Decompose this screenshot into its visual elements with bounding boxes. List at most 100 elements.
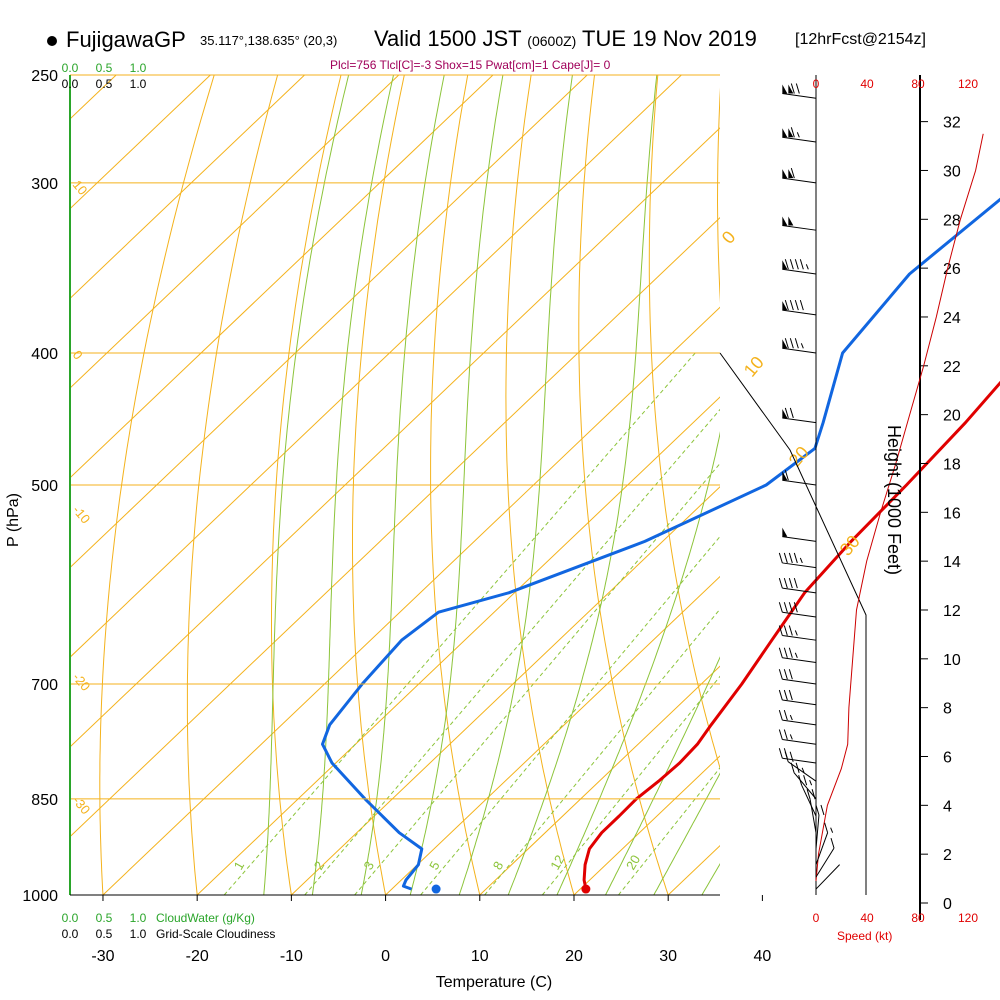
cloudwater-tick-label: 1.0 [130,61,147,75]
wind-barb-staff [782,678,817,685]
wind-barb-staff [815,814,820,849]
cloudiness-tick-label: 1.0 [130,77,147,91]
mixing-ratio-label: 12 [547,852,567,872]
wind-barb [782,527,817,542]
wind-barb-half-feather [830,827,834,833]
height-tick-label: 0 [943,896,952,913]
speed-tick-label: 120 [958,77,978,91]
wind-barb-half-feather [800,343,804,349]
wind-barb-feather [799,259,804,270]
speed-tick-label: 40 [860,911,874,925]
wind-barb-feather [789,259,794,270]
wind-barb-flag [782,84,788,94]
wind-barb-half-feather [794,652,798,658]
wind-barb [778,669,817,685]
wind-barb-feather [778,709,783,721]
mixing-ratio-line [223,352,696,895]
wind-barb-feather [783,625,788,636]
wind-barb-staff [793,772,817,800]
pressure-tick-label: 1000 [22,888,58,905]
wind-barb [778,689,817,706]
height-tick-label: 24 [943,310,961,327]
wind-barb [778,625,817,641]
wind-barb-flag [782,128,788,138]
mixing-ratio-line [484,608,720,895]
wind-barb-staff [782,177,817,184]
wind-barb-flag [788,216,794,226]
wind-barb [778,709,817,726]
isotherm [70,75,494,479]
temperature-tick-label: 10 [471,948,489,965]
dry-adiabat [716,87,720,304]
wind-barb [778,602,817,618]
sounding-curves [321,197,1000,894]
cloudwater-tick-label: 1.0 [130,911,147,925]
pressure-tick-label: 850 [31,792,58,809]
wind-barb-feather [778,729,783,740]
wind-barb-staff [782,757,817,764]
dry-adiabat [99,75,215,895]
wind-barb-feather [789,338,794,349]
wind-barb-feather [783,689,788,701]
wind-barb-feather [788,689,793,701]
height-tick-label: 26 [943,261,961,278]
wind-barb-feather [784,299,789,311]
isotherm-label: 10 [70,177,91,198]
wind-barb-staff [782,92,817,99]
wind-barb-half-feather [794,630,798,636]
dry-adiabat [648,75,720,770]
speed-tick-label: 80 [911,77,925,91]
wind-barb-feather [784,407,789,419]
height-tick-label: 22 [943,359,961,376]
height-tick-label: 8 [943,701,952,718]
wind-barb-feather [806,789,811,800]
wind-barb-staff [815,832,829,865]
wind-barb-flag [782,408,788,418]
wind-barb-staff [782,739,817,745]
wind-barb-feather [793,552,798,564]
wind-barb-staff [782,634,817,641]
height-tick-label: 12 [943,603,961,620]
wind-barb-flag [788,169,794,179]
dry-adiabat [430,75,481,895]
wind-barb-feather [778,577,783,589]
wind-barb [782,407,817,424]
wind-barb [790,762,817,800]
wind-speed-profile [815,133,984,882]
wind-barb-staff [815,864,840,890]
wind-barb-feather [830,838,835,849]
cloudiness-tick-label: 0.0 [62,927,79,941]
wind-barb [782,299,817,316]
height-tick-label: 10 [943,652,961,669]
hodograph-envelope [719,352,867,895]
isotherm-label: -20 [70,670,94,694]
dry-adiabat [848,51,1000,924]
wind-barb-feather [794,259,799,270]
cloudwater-tick-label: 0.5 [96,61,113,75]
speed-tick-label: 80 [911,911,925,925]
wind-barb-flag [782,301,788,311]
mixing-ratio-line [420,535,720,895]
wind-barb-feather [778,669,783,680]
wind-barb [782,83,817,99]
isotherm [70,75,305,300]
theta-label: 10 [740,352,768,380]
wind-barb [782,167,817,184]
isotherm [385,575,720,895]
height-tick-label: 6 [943,749,952,766]
wind-barb [806,789,817,833]
isotherm-label: 0 [70,347,86,362]
wind-barb-flag [782,260,788,270]
mixing-ratio-label: 2 [311,859,328,873]
temperature-tick-label: 40 [753,948,771,965]
wind-barb-feather [783,577,788,589]
cloudwater-tick-label: 0.0 [62,911,79,925]
pressure-tick-label: 700 [31,677,58,694]
wind-barb [782,127,817,143]
grid-lines [70,51,1000,924]
wind-barb-half-feather [809,780,813,786]
wind-barb-flag [788,84,794,94]
wind-barb-feather [788,552,793,564]
wind-barb-feather [788,647,793,658]
speed-tick-label: 40 [860,77,874,91]
